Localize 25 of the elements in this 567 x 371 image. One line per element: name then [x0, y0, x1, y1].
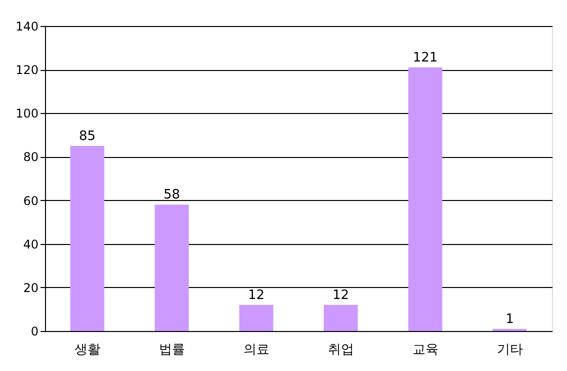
x-tick-label: 교육 [412, 342, 438, 358]
data-label: 12 [332, 288, 350, 303]
x-tick-label: 생활 [74, 342, 100, 358]
y-tick-label: 120 [16, 63, 38, 78]
bar [239, 304, 274, 331]
x-tick-label: 법률 [158, 342, 185, 358]
x-tick-label: 의료 [243, 342, 270, 358]
y-tick-label: 100 [16, 106, 38, 121]
bar [324, 304, 358, 331]
bar [408, 67, 442, 331]
y-tick-label: 80 [23, 150, 38, 164]
data-label: 121 [412, 50, 438, 66]
y-tick-label: 0 [30, 324, 38, 338]
data-label: 12 [248, 288, 265, 303]
y-tick-label: 40 [23, 237, 38, 252]
data-label: 85 [78, 128, 96, 144]
bar [70, 146, 104, 331]
y-tick-label: 140 [16, 20, 38, 34]
bar [154, 204, 189, 331]
y-tick-label: 60 [23, 194, 38, 208]
y-tick-label: 20 [23, 280, 38, 295]
data-label: 58 [163, 188, 180, 203]
data-label: 1 [506, 312, 514, 327]
x-tick-label: 취업 [328, 342, 354, 358]
x-tick-label: 기타 [496, 342, 523, 358]
